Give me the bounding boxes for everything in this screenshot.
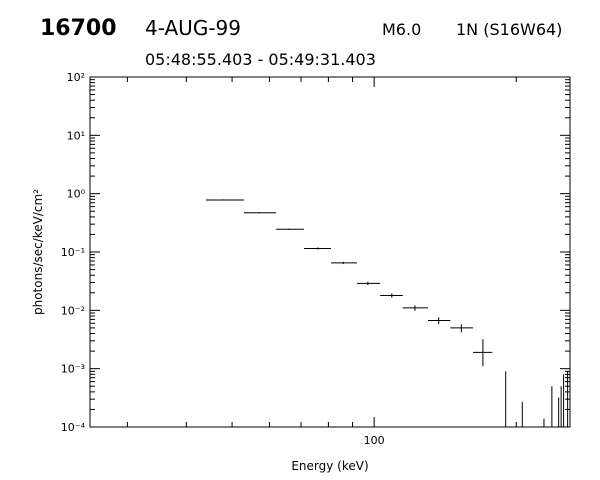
plot-frame xyxy=(89,76,571,428)
flare-class: M6.0 xyxy=(382,20,422,39)
y-tick-label: 10⁻⁴ xyxy=(61,421,86,434)
y-tick-labels: 10² 10¹ 10⁰ 10⁻¹ 10⁻² 10⁻³ 10⁻⁴ xyxy=(61,71,86,434)
x-tick-labels: 100 xyxy=(364,434,385,447)
data-point xyxy=(330,261,358,265)
time-range: 05:48:55.403 - 05:49:31.403 xyxy=(145,50,376,69)
axis-ticks xyxy=(90,76,570,428)
data-point xyxy=(244,212,277,214)
data-point xyxy=(276,228,304,230)
data-point xyxy=(402,305,428,311)
data-point xyxy=(450,324,474,333)
y-tick-label: 10⁻² xyxy=(61,304,85,317)
data-point xyxy=(473,339,493,367)
y-tick-label: 10⁻³ xyxy=(61,363,85,376)
data-point xyxy=(303,247,331,250)
event-id: 16700 xyxy=(40,16,117,41)
flare-location: 1N (S16W64) xyxy=(456,20,563,39)
data-point xyxy=(380,293,403,298)
x-axis-title: Energy (keV) xyxy=(291,459,368,473)
event-date: 4-AUG-99 xyxy=(145,16,241,40)
data-point xyxy=(205,199,245,201)
y-tick-label: 10² xyxy=(67,71,85,84)
data-point xyxy=(357,281,381,286)
y-tick-label: 10⁻¹ xyxy=(61,246,85,259)
x-tick-label: 100 xyxy=(364,434,385,447)
data-point xyxy=(427,317,451,325)
y-axis-title: photons/sec/keV/cm² xyxy=(31,189,45,315)
data-points xyxy=(205,199,569,427)
y-tick-label: 10⁰ xyxy=(67,188,86,201)
y-tick-label: 10¹ xyxy=(67,129,85,142)
